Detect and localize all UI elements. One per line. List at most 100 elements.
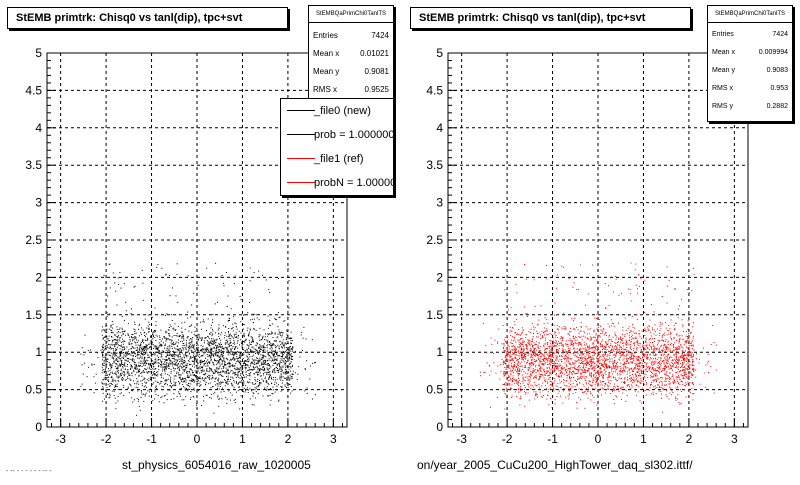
data-point	[117, 365, 118, 366]
data-point	[157, 336, 158, 337]
data-point	[175, 364, 176, 365]
data-point	[689, 352, 690, 353]
data-point	[123, 371, 124, 372]
data-point	[599, 360, 600, 361]
data-point	[184, 322, 185, 323]
data-point	[145, 344, 146, 345]
data-point	[171, 326, 172, 327]
data-point	[204, 360, 205, 361]
data-point	[193, 361, 194, 362]
data-point	[548, 355, 549, 356]
data-point	[259, 340, 260, 341]
data-point	[245, 340, 246, 341]
data-point	[599, 335, 600, 336]
data-point	[614, 326, 615, 327]
data-point	[211, 368, 212, 369]
data-point	[259, 344, 260, 345]
data-point	[289, 369, 290, 370]
data-point	[111, 367, 112, 368]
data-point	[110, 347, 111, 348]
data-point	[250, 363, 251, 364]
data-point	[578, 397, 579, 398]
data-point	[537, 371, 538, 372]
data-point	[125, 355, 126, 356]
data-point	[228, 372, 229, 373]
data-point	[224, 391, 225, 392]
data-point	[223, 367, 224, 368]
data-point	[146, 363, 147, 364]
data-point	[124, 375, 125, 376]
data-point	[570, 358, 571, 359]
data-point	[287, 349, 288, 350]
data-point	[128, 335, 129, 336]
data-point	[189, 380, 190, 381]
data-point	[309, 379, 310, 380]
data-point	[161, 377, 162, 378]
data-point	[177, 336, 178, 337]
data-point	[563, 344, 564, 345]
data-point	[593, 380, 594, 381]
data-point	[183, 360, 184, 361]
data-point	[595, 384, 596, 385]
data-point	[150, 365, 151, 366]
data-point	[233, 331, 234, 332]
data-point	[557, 328, 558, 329]
data-point	[244, 388, 245, 389]
data-point	[200, 322, 201, 323]
data-point	[538, 384, 539, 385]
data-point	[179, 383, 180, 384]
data-point	[175, 360, 176, 361]
data-point	[581, 363, 582, 364]
data-point	[280, 332, 281, 333]
data-point	[605, 359, 606, 360]
data-point	[680, 335, 681, 336]
data-point	[203, 380, 204, 381]
data-point	[146, 360, 147, 361]
data-point	[122, 331, 123, 332]
data-point	[279, 365, 280, 366]
data-point	[277, 364, 278, 365]
data-point	[538, 370, 539, 371]
data-point	[154, 355, 155, 356]
data-point	[586, 388, 587, 389]
data-point	[212, 351, 213, 352]
data-point	[536, 391, 537, 392]
data-point	[104, 337, 105, 338]
data-point	[246, 339, 247, 340]
data-point	[196, 343, 197, 344]
data-point	[264, 387, 265, 388]
data-point	[692, 364, 693, 365]
data-point	[154, 375, 155, 376]
data-point	[563, 379, 564, 380]
data-point	[121, 360, 122, 361]
data-point	[279, 366, 280, 367]
data-point	[607, 377, 608, 378]
data-point	[243, 358, 244, 359]
data-point	[673, 364, 674, 365]
data-point	[242, 346, 243, 347]
data-point	[216, 340, 217, 341]
data-point	[538, 324, 539, 325]
data-point	[659, 382, 660, 383]
data-point	[196, 405, 197, 406]
data-point	[303, 338, 304, 339]
data-point	[196, 372, 197, 373]
data-point	[592, 382, 593, 383]
data-point	[629, 326, 630, 327]
data-point	[656, 373, 657, 374]
data-point	[210, 351, 211, 352]
data-point	[509, 376, 510, 377]
data-point	[201, 356, 202, 357]
data-point	[183, 343, 184, 344]
data-point	[492, 390, 493, 391]
data-point	[246, 374, 247, 375]
right-y-tick-label: 3.5	[426, 158, 443, 172]
data-point	[102, 372, 103, 373]
data-point	[125, 360, 126, 361]
data-point	[688, 356, 689, 357]
data-point	[301, 332, 302, 333]
data-point	[177, 263, 178, 264]
data-point	[657, 363, 658, 364]
data-point	[170, 351, 171, 352]
data-point	[594, 366, 595, 367]
